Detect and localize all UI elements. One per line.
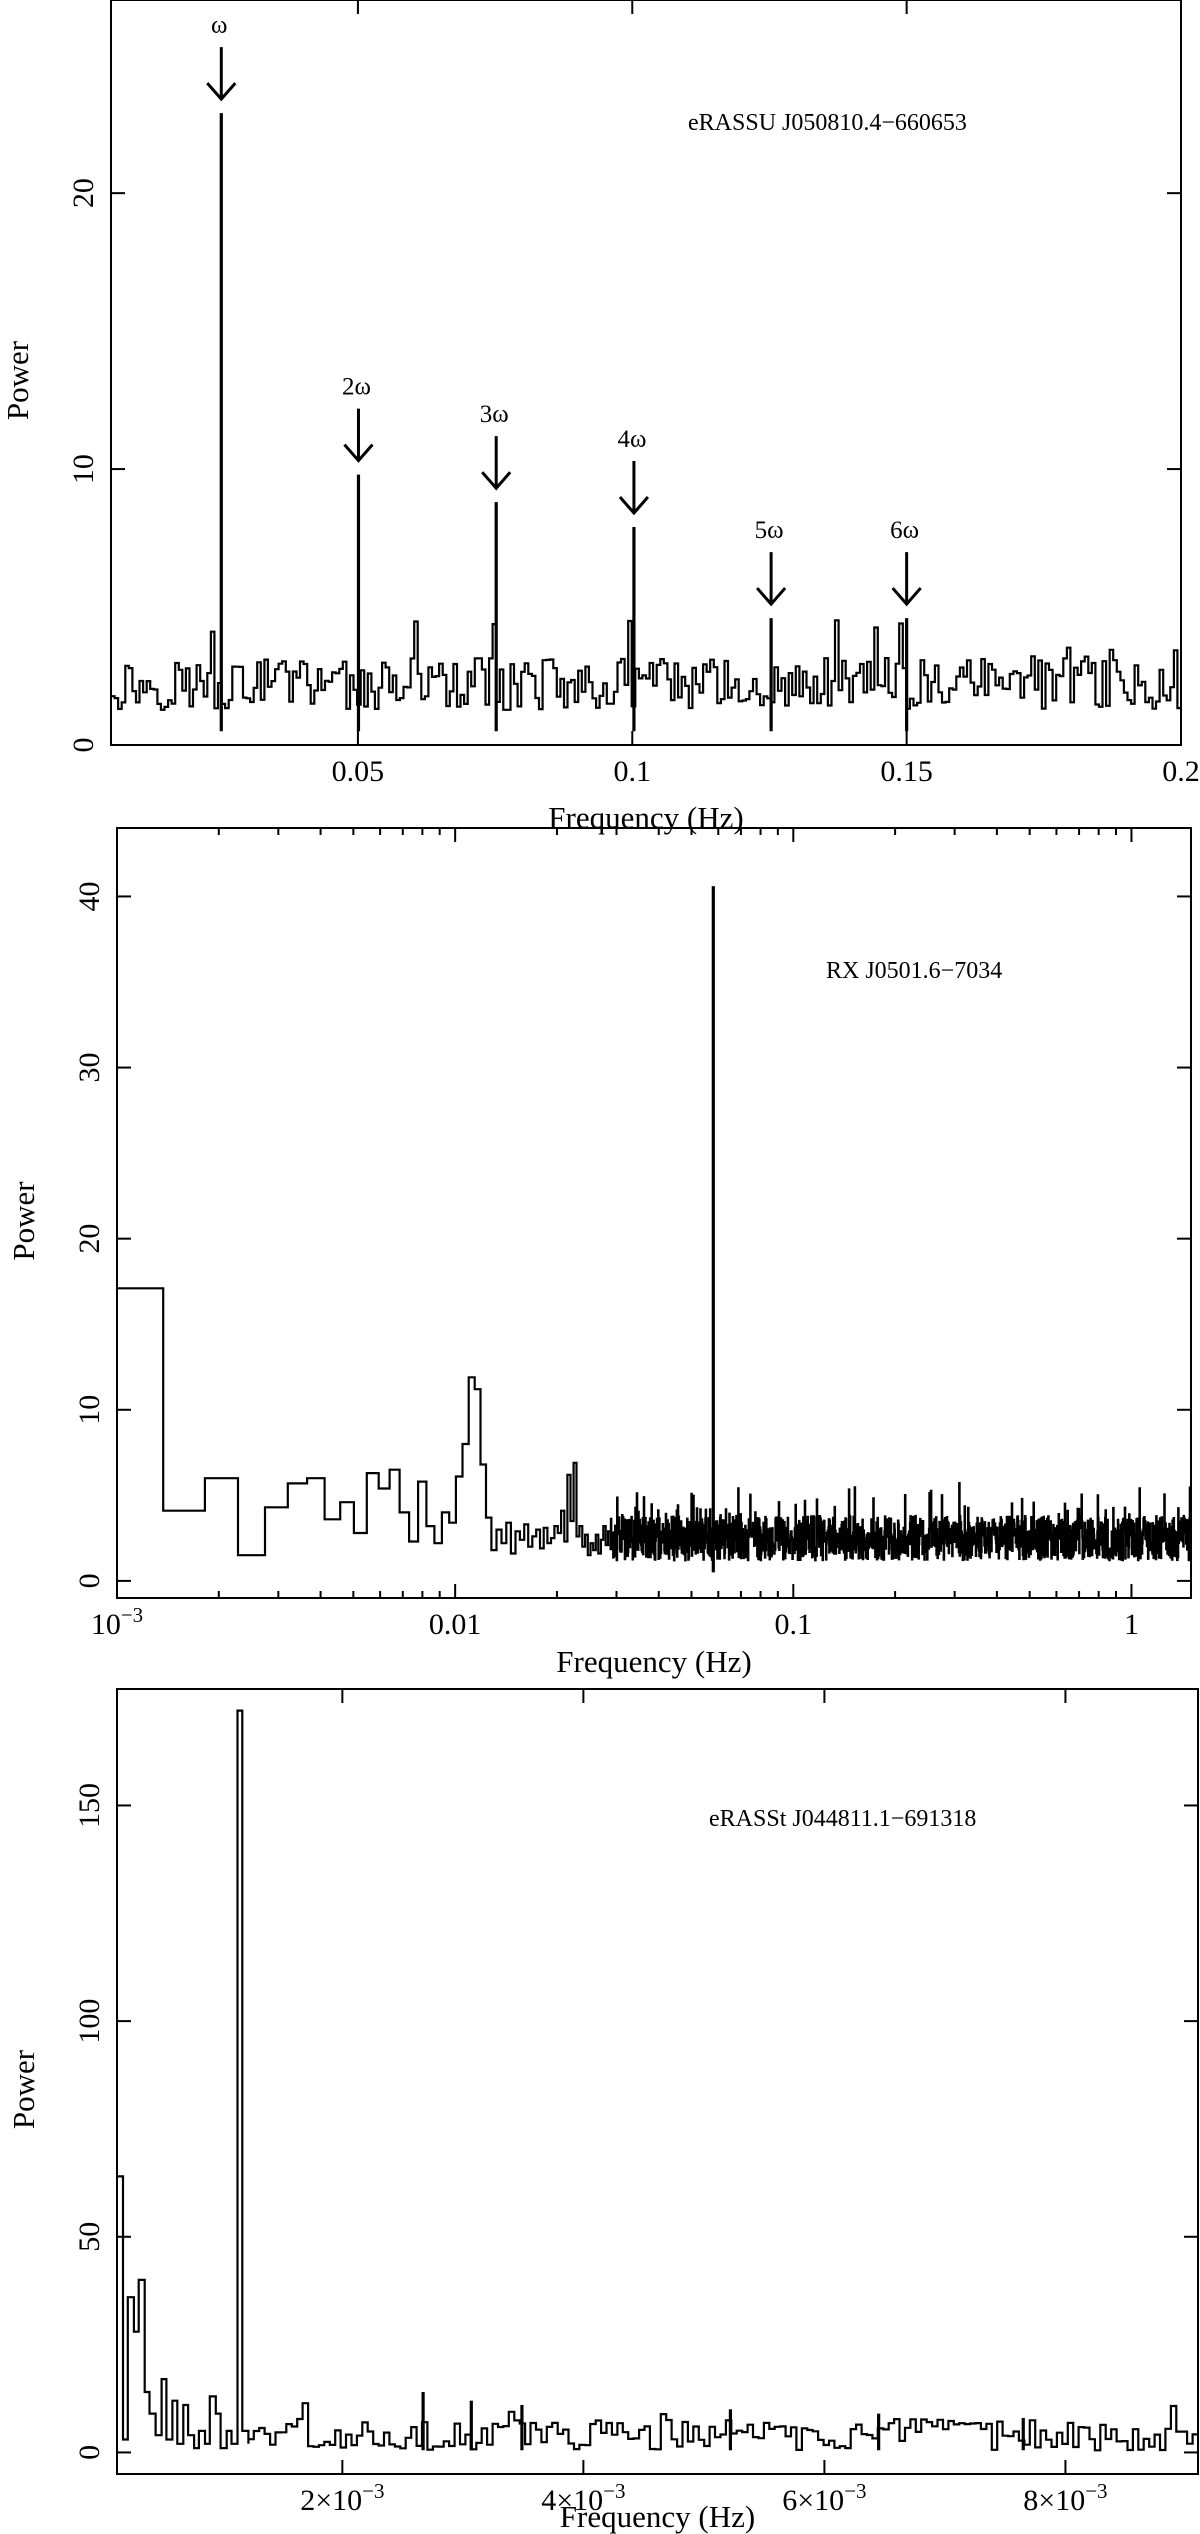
power-spectrum-trace [117,1287,1192,1562]
source-name-label: eRASSU J050810.4−660653 [688,110,967,136]
harmonic-label: 4ω [617,426,646,453]
harmonic-label: 6ω [890,517,919,544]
y-tick-label: 100 [73,1999,106,2044]
x-axis-label: Frequency (Hz) [556,1644,751,1679]
x-tick-label: 0.1 [775,1608,813,1641]
x-tick-label: 0.15 [880,755,933,788]
harmonic-label: 2ω [342,374,371,401]
harmonic-arrow [206,47,237,102]
y-tick-label: 20 [67,178,100,208]
x-tick-label: 2×10−3 [300,2479,384,2517]
harmonic-arrow [755,552,787,607]
plot-frame [116,1688,1199,2475]
panel-3-eRASSt-J044811: 2×10−3 4×10−3 6×10−3 8×10−3 0 50 100 150 Frequen… [6,1688,1199,2534]
x-tick-label: 0.01 [429,1608,482,1641]
harmonic-label: ω [211,12,227,39]
harmonic-arrow [891,552,922,607]
plot-frame [110,0,1182,746]
y-axis-label: Power [6,2049,41,2129]
x-tick-label: 4×10−3 [541,2479,625,2517]
y-tick-label: 0 [73,1573,106,1588]
y-tick-label: 10 [67,454,100,484]
harmonic-label: 5ω [755,517,784,544]
x-tick-label: 10−3 [91,1603,143,1641]
harmonic-arrow [343,408,374,463]
y-axis-label: Power [0,340,35,420]
plot-frame [116,827,1192,1599]
source-name-label: eRASSt J044811.1−691318 [709,1806,976,1832]
harmonic-label: 3ω [480,401,509,428]
x-tick-label: 6×10−3 [782,2479,866,2517]
x-tick-label: 0.1 [614,755,652,788]
power-spectrum-trace [111,619,1181,711]
x-tick-label: 0.2 [1162,755,1200,788]
y-tick-label: 0 [73,2445,106,2460]
power-spectrum-trace [117,1709,1198,2452]
source-name-label: RX J0501.6−7034 [826,958,1002,984]
x-tick-label: 0.05 [332,755,385,788]
y-tick-label: 40 [73,881,106,911]
y-tick-label: 20 [73,1224,106,1254]
y-tick-label: 150 [73,1783,106,1828]
panel-1-eRASSU-J050810: 0.05 0.1 0.15 0.2 0 10 20 Frequency (Hz) Power eR… [0,0,1200,835]
y-tick-label: 0 [67,738,100,753]
harmonic-arrow [618,461,650,516]
x-tick-label: 8×10−3 [1023,2479,1107,2517]
y-axis-label: Power [6,1181,41,1261]
harmonic-arrow [481,436,512,491]
y-tick-label: 50 [73,2222,106,2252]
y-tick-label: 10 [73,1395,106,1425]
x-axis-label: Frequency (Hz) [548,800,743,835]
x-tick-label: 1 [1124,1608,1139,1641]
y-tick-label: 30 [73,1053,106,1083]
x-axis-label: Frequency (Hz) [560,2499,755,2534]
